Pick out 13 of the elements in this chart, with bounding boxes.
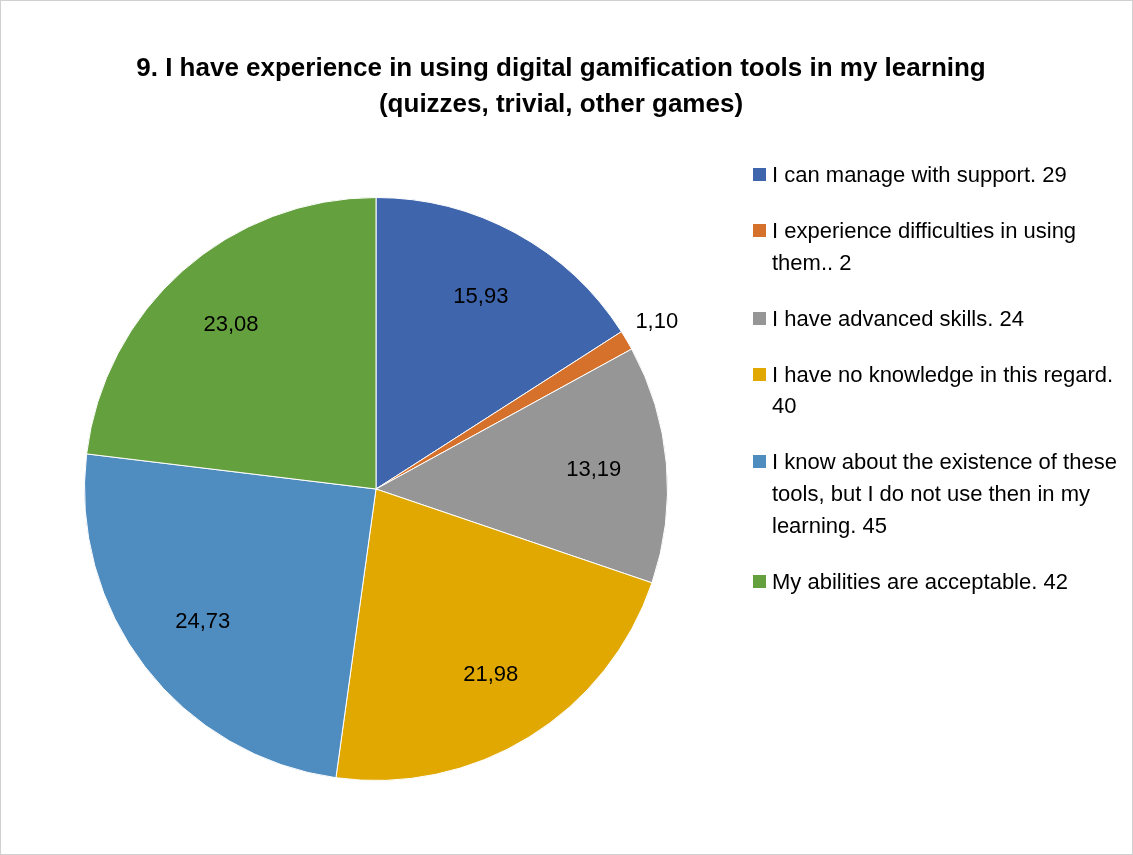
legend-label: I know about the existence of these tools, but I do not use then in my learning. 45 [772,448,1118,541]
legend-label: My abilities are acceptable. 42 [772,568,1068,596]
data-label: 1,10 [635,308,679,334]
legend-label: I can manage with support. 29 [772,161,1067,189]
legend-label: I experience difficulties in using them.. 2 [772,216,1078,277]
legend-label: I have no knowledge in this regard. 40 [772,360,1115,421]
data-label: 23,08 [203,311,259,337]
data-label: 21,98 [463,661,519,687]
data-label: 13,19 [566,456,622,482]
data-label: 24,73 [175,608,231,634]
chart-title: 9. I have experience in using digital gamification tools in my learning (quizzes, trivial, other games) [135,51,987,121]
legend-label: I have advanced skills. 24 [772,304,1024,333]
data-label: 15,93 [453,283,509,309]
